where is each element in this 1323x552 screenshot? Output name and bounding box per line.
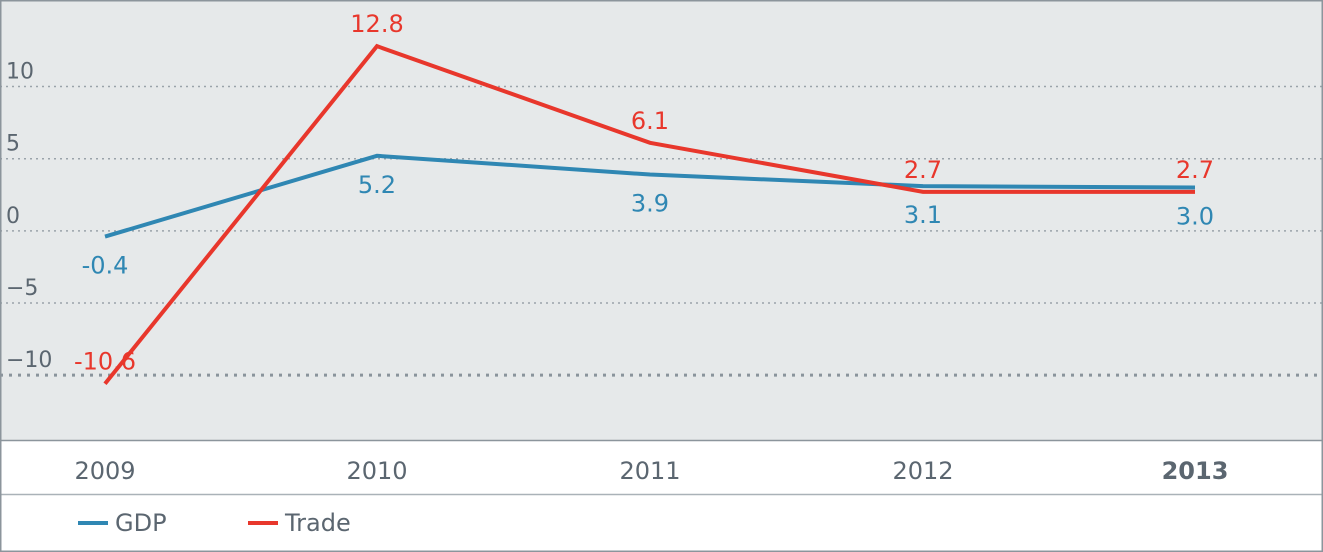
series-line-gdp <box>104 153 1196 239</box>
plot-background <box>0 0 1323 440</box>
x-tick-label: 2013 <box>1162 457 1229 485</box>
gridlines <box>0 85 1323 377</box>
data-label: -10.6 <box>74 348 136 376</box>
data-label: -0.4 <box>82 252 129 280</box>
series-lines <box>103 43 1196 385</box>
y-tick-label: 10 <box>6 60 34 85</box>
axis-legend-background <box>0 440 1323 552</box>
data-label: 12.8 <box>350 10 403 38</box>
legend-swatch-trade <box>248 521 278 525</box>
y-tick-label: 5 <box>6 132 20 157</box>
data-label: 3.9 <box>631 190 669 218</box>
legend: GDP Trade <box>78 509 351 537</box>
x-tick-label: 2012 <box>892 457 953 485</box>
y-axis-ticks: 10 5 0 −5 −10 <box>6 60 52 374</box>
data-labels: -0.4 5.2 3.9 3.1 3.0 -10.6 12.8 6.1 2.7 2.7 <box>74 10 1214 376</box>
legend-label-trade: Trade <box>284 509 351 537</box>
legend-swatch-gdp <box>78 521 108 525</box>
data-label: 5.2 <box>358 171 396 199</box>
series-line-trade <box>103 43 1195 385</box>
x-axis-ticks: 2009 2010 2011 2012 2013 <box>74 457 1228 485</box>
data-label: 3.0 <box>1176 203 1214 231</box>
data-label: 2.7 <box>1176 156 1214 184</box>
legend-label-gdp: GDP <box>115 509 167 537</box>
y-tick-label: −5 <box>6 276 38 301</box>
data-label: 3.1 <box>904 201 942 229</box>
y-tick-label: 0 <box>6 204 20 229</box>
data-label: 6.1 <box>631 107 669 135</box>
x-tick-label: 2010 <box>346 457 407 485</box>
y-tick-label: −10 <box>6 348 52 373</box>
x-tick-label: 2009 <box>74 457 135 485</box>
x-tick-label: 2011 <box>619 457 680 485</box>
data-label: 2.7 <box>904 156 942 184</box>
